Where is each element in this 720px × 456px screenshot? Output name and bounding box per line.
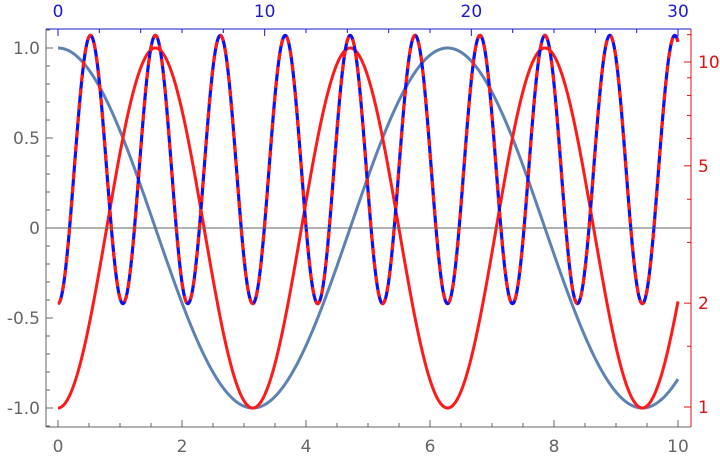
bottom-tick-label: 8 bbox=[549, 437, 560, 456]
left-tick-label: 0 bbox=[29, 219, 40, 239]
left-tick-label: 0.5 bbox=[13, 129, 40, 149]
plot-curves bbox=[57, 33, 680, 410]
right-tick-label: 5 bbox=[698, 157, 709, 177]
bottom-tick-label: 10 bbox=[667, 437, 689, 456]
bottom-tick-label: 0 bbox=[53, 437, 64, 456]
left-tick-label: -0.5 bbox=[7, 309, 40, 329]
frame-axes: 0 2 4 6 8 10 -1.0 -0.5 0 0.5 1.0 0 10 20 30 1 2 5 10 bbox=[7, 2, 720, 456]
right-tick-label: 2 bbox=[698, 294, 709, 314]
bottom-tick-label: 6 bbox=[425, 437, 436, 456]
top-tick-label: 0 bbox=[53, 2, 64, 22]
right-tick-label: 10 bbox=[698, 53, 720, 73]
right-tick-label: 1 bbox=[698, 398, 709, 418]
series-line-fast-red-dash bbox=[57, 33, 680, 306]
bottom-tick-label: 2 bbox=[177, 437, 188, 456]
left-tick-label: -1.0 bbox=[7, 399, 40, 419]
top-tick-label: 20 bbox=[461, 2, 483, 22]
top-tick-label: 10 bbox=[254, 2, 276, 22]
top-tick-label: 30 bbox=[667, 2, 689, 22]
left-tick-label: 1.0 bbox=[13, 39, 40, 59]
bottom-tick-label: 4 bbox=[301, 437, 312, 456]
